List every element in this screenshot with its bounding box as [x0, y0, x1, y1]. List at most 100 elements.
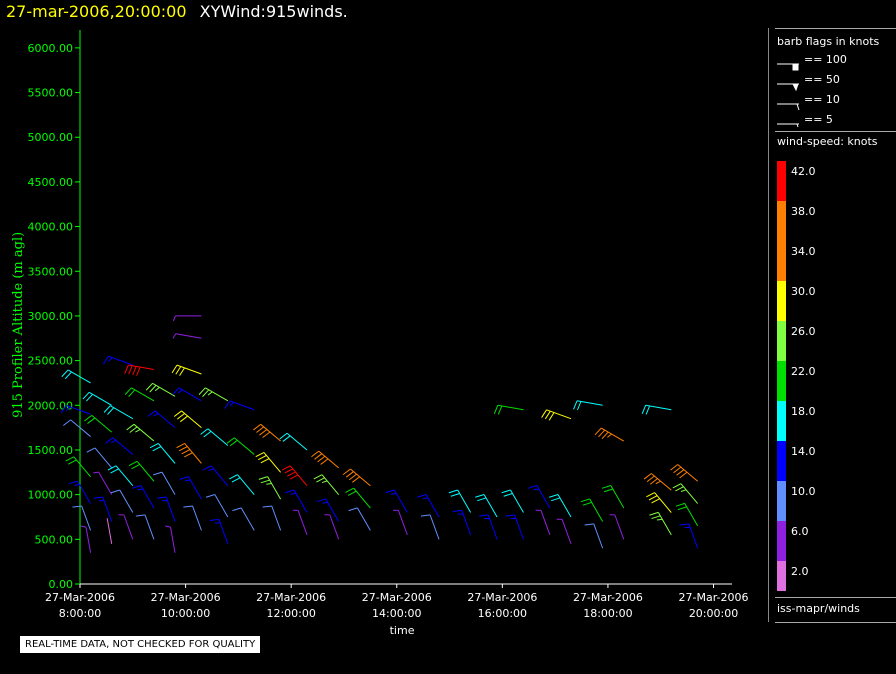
wind-barb [279, 432, 308, 451]
data-source-label: iss-mapr/winds [777, 602, 860, 615]
title-name: XYWind:915winds. [199, 2, 348, 21]
wind-barb [646, 492, 672, 513]
wind-barb [93, 471, 113, 495]
wind-barb [643, 473, 672, 491]
wind-barb [573, 400, 603, 411]
wind-barb [126, 423, 155, 442]
wind-barb [61, 369, 91, 384]
x-tick-date: 27-Mar-2006 [362, 591, 432, 604]
wind-barb [670, 464, 699, 482]
wind-barb [255, 451, 281, 473]
scale-label: 10.0 [791, 485, 816, 498]
x-tick-time: 12:00:00 [266, 607, 315, 620]
wind-barb [179, 476, 202, 500]
y-tick-label: 3500.00 [28, 265, 74, 278]
y-tick-label: 6000.00 [28, 42, 74, 55]
scale-label: 18.0 [791, 405, 816, 418]
barb-legend-title: barb flags in knots [777, 35, 880, 48]
wind-barb [176, 443, 202, 464]
wind-barb [478, 514, 498, 540]
y-tick-label: 2000.00 [28, 399, 74, 412]
x-tick-time: 10:00:00 [161, 607, 210, 620]
wind-barb [420, 514, 440, 540]
barb-legend-10: == 10 [804, 93, 840, 106]
legend-rule-mid [775, 131, 896, 132]
wind-barb [209, 518, 229, 544]
wind-barb [72, 505, 92, 531]
wind-barb [128, 460, 155, 482]
wind-barb [594, 427, 625, 442]
scale-label: 34.0 [791, 245, 816, 258]
chart-title: 27-mar-2006,20:00:00 XYWind:915winds. [6, 2, 348, 21]
wind-barb [147, 410, 176, 429]
wind-barb [258, 476, 282, 500]
wind-barb [672, 483, 699, 504]
wind-barb [493, 404, 524, 415]
scale-swatch [777, 161, 786, 201]
wind-barb [541, 409, 572, 421]
scale-swatch [777, 241, 786, 281]
wind-barb [135, 514, 155, 540]
wind-barb [324, 514, 340, 540]
x-tick-time: 20:00:00 [689, 607, 738, 620]
barb-legend-100: == 100 [804, 53, 847, 66]
wind-barb [102, 355, 133, 366]
wind-barb [80, 525, 92, 553]
wind-barb [118, 514, 134, 540]
wind-barb [68, 480, 91, 504]
wind-barb [501, 489, 524, 513]
wind-barb [149, 443, 176, 464]
wind-barb [172, 315, 202, 322]
scale-label: 42.0 [791, 165, 816, 178]
x-tick-date: 27-Mar-2006 [256, 591, 326, 604]
wind-barb [93, 496, 113, 522]
wind-barb [172, 333, 202, 339]
wind-barb [224, 400, 255, 411]
wind-barb [107, 465, 134, 487]
wind-barb [452, 509, 472, 536]
wind-barb [641, 404, 672, 415]
scale-label: 2.0 [791, 565, 809, 578]
y-tick-label: 5000.00 [28, 131, 74, 144]
wind-barb [281, 465, 308, 487]
wind-barb [584, 523, 604, 549]
legend-rule-bottom-1 [775, 597, 896, 598]
wind-barb [60, 404, 91, 415]
wind-barb [84, 414, 112, 433]
scale-swatch [777, 361, 786, 401]
wind-barb [229, 474, 255, 495]
wind-barb [86, 447, 113, 469]
scale-swatch [777, 481, 786, 521]
scale-swatch [777, 561, 786, 591]
x-tick-date: 27-Mar-2006 [467, 591, 537, 604]
scale-label: 26.0 [791, 325, 816, 338]
wind-barb [345, 487, 371, 509]
wind-barb [253, 423, 281, 442]
wind-barb [556, 518, 572, 544]
wind-barb [200, 428, 229, 446]
wind-barb [385, 489, 408, 513]
wind-barb [549, 493, 572, 518]
x-tick-date: 27-Mar-2006 [45, 591, 115, 604]
wind-barb [313, 474, 340, 495]
x-tick-time: 16:00:00 [478, 607, 527, 620]
wind-barb [232, 507, 255, 531]
wind-barb [475, 493, 498, 518]
wind-barb [202, 465, 229, 487]
barb-legend-5: == 5 [804, 113, 833, 126]
wind-barb [165, 525, 176, 553]
scale-swatch [777, 321, 786, 361]
wind-barb [103, 405, 134, 420]
wind-barb [316, 498, 340, 522]
wind-barb [262, 505, 282, 531]
y-tick-label: 1000.00 [28, 489, 74, 502]
wind-barb [311, 450, 340, 469]
wind-barb [156, 496, 176, 522]
wind-barb [198, 387, 229, 402]
wind-barb [172, 387, 202, 402]
quality-note: REAL-TIME DATA, NOT CHECKED FOR QUALITY [20, 636, 261, 653]
scale-swatch [777, 201, 786, 241]
x-tick-time: 18:00:00 [583, 607, 632, 620]
scale-swatch [777, 281, 786, 321]
